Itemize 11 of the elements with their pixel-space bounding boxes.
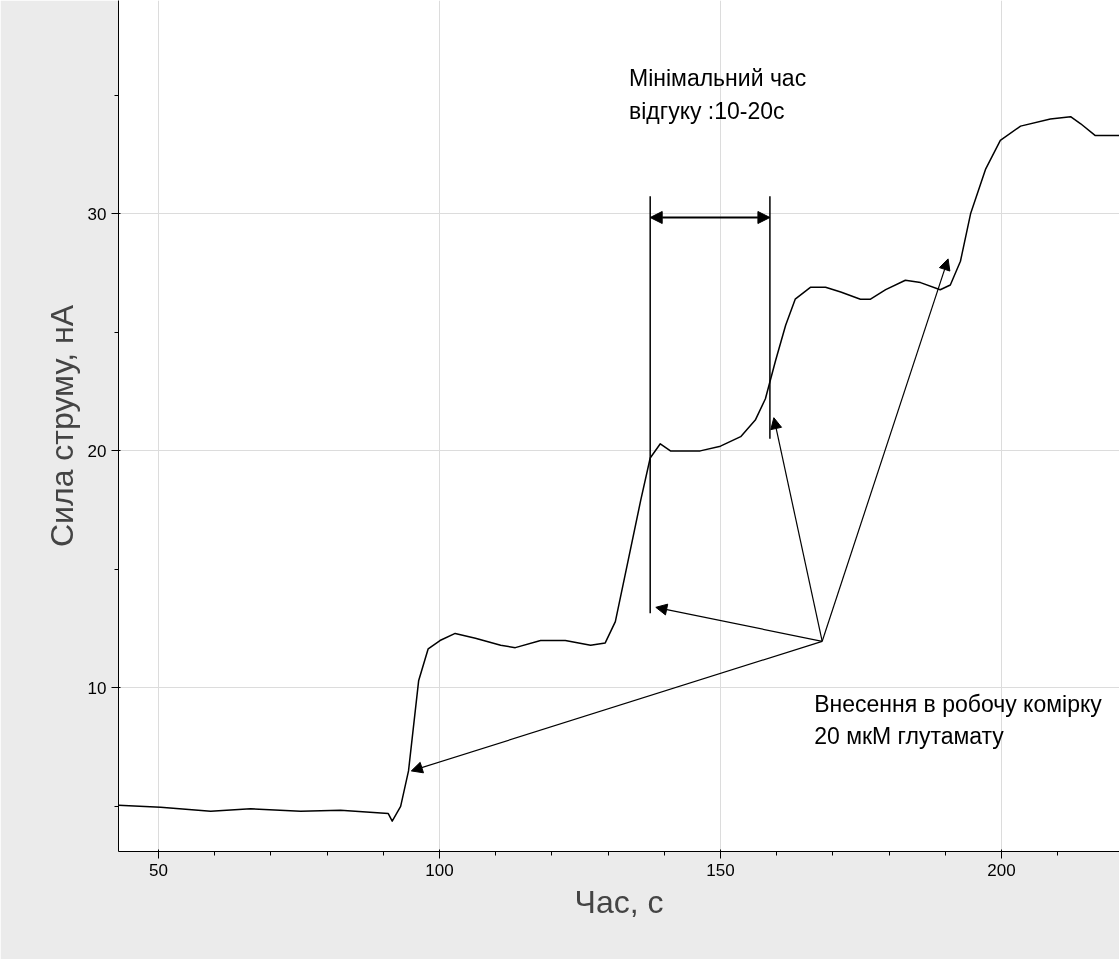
annotation: Внесення в робочу комірку 20 мкМ глутамату [814,690,1103,750]
annotation: Мінімальний час відгуку :10-20с [629,65,807,124]
y-tick-label: 20 [87,441,107,461]
y-tick-label: 30 [87,204,107,224]
x-tick-label: 200 [987,860,1016,880]
x-axis-title: Час, с [574,883,664,920]
y-tick-label: 10 [87,678,107,698]
x-tick-label: 100 [425,860,454,880]
x-tick-label: 150 [706,860,735,880]
x-tick-label: 50 [148,860,168,880]
y-axis-title: Сила струму, нА [43,304,80,548]
